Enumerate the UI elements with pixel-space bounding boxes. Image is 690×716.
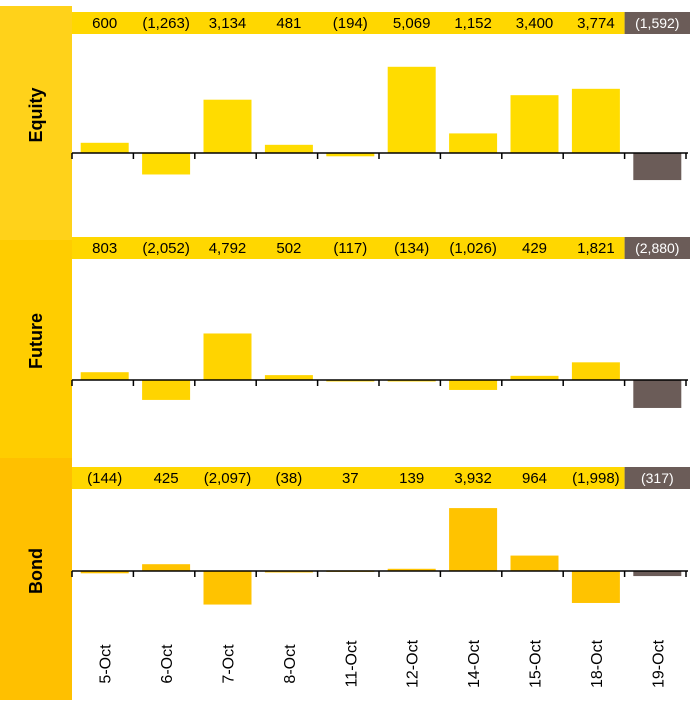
equity-bar-7-Oct bbox=[203, 99, 252, 153]
category-label: 12-Oct bbox=[405, 639, 422, 688]
future-bar-6-Oct bbox=[142, 380, 191, 400]
bond-value-strip-last bbox=[624, 467, 690, 489]
bond-bar-14-Oct bbox=[449, 508, 498, 571]
bond-bar-19-Oct bbox=[633, 571, 682, 577]
equity-bar-18-Oct bbox=[571, 88, 620, 153]
bond-value-strip bbox=[72, 467, 625, 489]
bond-value-label: 964 bbox=[522, 470, 547, 487]
future-value-label: 502 bbox=[276, 240, 301, 257]
category-label: 8-Oct bbox=[282, 644, 299, 684]
category-label: 7-Oct bbox=[221, 644, 238, 684]
equity-value-label: 3,134 bbox=[209, 15, 247, 32]
category-label: 11-Oct bbox=[343, 640, 360, 687]
equity-label-band bbox=[0, 6, 72, 240]
future-value-label: 4,792 bbox=[209, 240, 247, 257]
future-value-label: 429 bbox=[522, 240, 547, 257]
bond-value-label: (144) bbox=[87, 470, 122, 487]
equity-label: Equity bbox=[26, 87, 46, 142]
future-value-label: (2,880) bbox=[635, 240, 679, 256]
bond-value-label: (38) bbox=[276, 470, 303, 487]
future-value-label: (117) bbox=[333, 240, 367, 257]
future-value-label: (2,052) bbox=[142, 240, 190, 257]
category-label: 6-Oct bbox=[159, 644, 176, 684]
future-bar-19-Oct bbox=[633, 380, 682, 408]
equity-value-label: (1,263) bbox=[142, 15, 190, 32]
future-value-strip-last bbox=[624, 237, 690, 259]
future-value-label: 1,821 bbox=[577, 240, 615, 257]
future-bar-18-Oct bbox=[571, 362, 620, 380]
equity-bar-15-Oct bbox=[510, 95, 559, 153]
bond-label: Bond bbox=[26, 548, 46, 594]
equity-value-label: 600 bbox=[92, 15, 117, 32]
bond-value-label: (1,998) bbox=[572, 470, 620, 487]
future-value-strip bbox=[72, 237, 625, 259]
future-value-label: (134) bbox=[394, 240, 429, 257]
bond-value-label: 37 bbox=[342, 470, 359, 487]
future-panel: Future 803 (2,052) 4,792 502 (117) (134) (1,026… bbox=[0, 237, 690, 458]
bond-bar-6-Oct bbox=[142, 564, 191, 571]
bond-label-band bbox=[0, 458, 72, 700]
future-bar-15-Oct bbox=[510, 375, 559, 380]
equity-value-label: (1,592) bbox=[635, 15, 679, 31]
equity-bar-11-Oct bbox=[326, 153, 375, 157]
equity-value-strip bbox=[72, 12, 625, 34]
category-label: 19-Oct bbox=[650, 639, 667, 688]
bond-value-label: (317) bbox=[641, 470, 674, 486]
equity-value-label: (194) bbox=[333, 15, 368, 32]
bond-panel: Bond (144) 425 (2,097) (38) 37 139 3,932 964 (1,9… bbox=[0, 458, 690, 700]
equity-value-label: 3,774 bbox=[577, 15, 615, 32]
equity-value-label: 5,069 bbox=[393, 15, 431, 32]
equity-value-label: 3,400 bbox=[516, 15, 554, 32]
bond-value-label: 3,932 bbox=[454, 470, 492, 487]
bond-bar-18-Oct bbox=[571, 571, 620, 603]
category-label: 5-Oct bbox=[98, 644, 115, 684]
bond-bar-12-Oct bbox=[387, 568, 436, 571]
equity-bar-14-Oct bbox=[449, 133, 498, 153]
future-bar-5-Oct bbox=[80, 372, 129, 380]
bond-value-label: (2,097) bbox=[204, 470, 252, 487]
equity-bar-6-Oct bbox=[142, 153, 191, 175]
category-label: 15-Oct bbox=[528, 639, 545, 688]
equity-bar-12-Oct bbox=[387, 66, 436, 153]
future-bar-8-Oct bbox=[264, 375, 313, 380]
equity-value-label: 1,152 bbox=[454, 15, 492, 32]
equity-value-label: 481 bbox=[276, 15, 301, 32]
bond-bar-15-Oct bbox=[510, 555, 559, 571]
equity-value-strip-last bbox=[624, 12, 690, 34]
future-value-label: (1,026) bbox=[449, 240, 497, 257]
future-bar-7-Oct bbox=[203, 333, 252, 380]
future-label-band bbox=[0, 240, 72, 458]
equity-bar-8-Oct bbox=[264, 144, 313, 153]
bond-value-label: 139 bbox=[399, 470, 424, 487]
bond-bar-7-Oct bbox=[203, 571, 252, 605]
category-label: 18-Oct bbox=[589, 639, 606, 688]
future-value-label: 803 bbox=[92, 240, 117, 257]
future-bar-14-Oct bbox=[449, 380, 498, 390]
equity-bar-5-Oct bbox=[80, 142, 129, 153]
equity-panel: Equity 600 (1,263) 3,134 481 (194) 5,069 1,152 3… bbox=[0, 6, 690, 240]
future-label: Future bbox=[26, 313, 46, 369]
bond-value-label: 425 bbox=[154, 470, 179, 487]
category-label: 14-Oct bbox=[466, 639, 483, 688]
equity-bar-19-Oct bbox=[633, 153, 682, 181]
bond-bar-5-Oct bbox=[80, 571, 129, 574]
